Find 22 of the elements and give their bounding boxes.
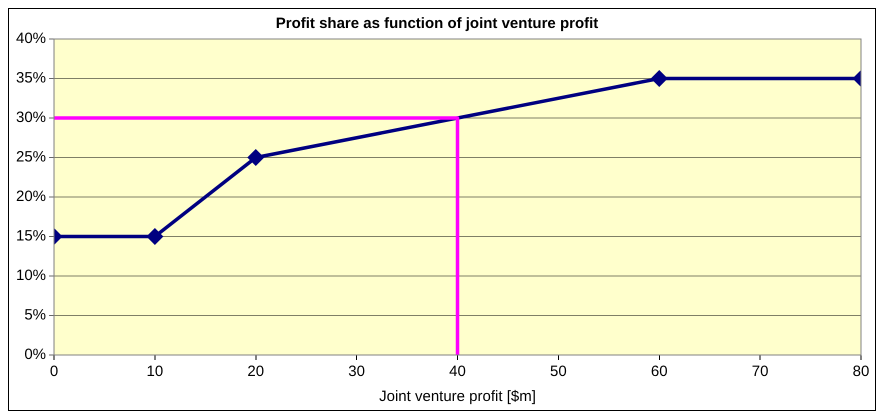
y-tick-label: 40% [16, 30, 46, 48]
x-tick-label: 50 [550, 363, 567, 380]
y-tick-label: 10% [16, 267, 46, 284]
x-tick-label: 70 [752, 363, 768, 380]
x-axis-title: Joint venture profit [$m] [379, 388, 536, 406]
x-tick-label: 0 [50, 363, 58, 380]
y-tick-label: 20% [16, 188, 46, 206]
y-tick-label: 30% [16, 109, 46, 126]
point [248, 150, 264, 166]
y-tick-label: 5% [24, 306, 46, 324]
y-tick-label: 0% [24, 346, 46, 364]
point [147, 228, 163, 244]
x-tick-label: 40 [449, 363, 466, 380]
y-tick-label: 15% [16, 228, 46, 245]
x-tick-label: 60 [650, 363, 668, 380]
y-tick-label: 35% [16, 70, 46, 87]
x-tick-label: 20 [247, 363, 264, 380]
x-tick-label: 30 [348, 363, 365, 380]
y-tick-label: 25% [16, 148, 46, 166]
x-tick-label: 10 [146, 363, 164, 380]
x-tick-label: 80 [852, 363, 870, 380]
chart-title: Profit share as function of joint venture profit [276, 15, 598, 32]
